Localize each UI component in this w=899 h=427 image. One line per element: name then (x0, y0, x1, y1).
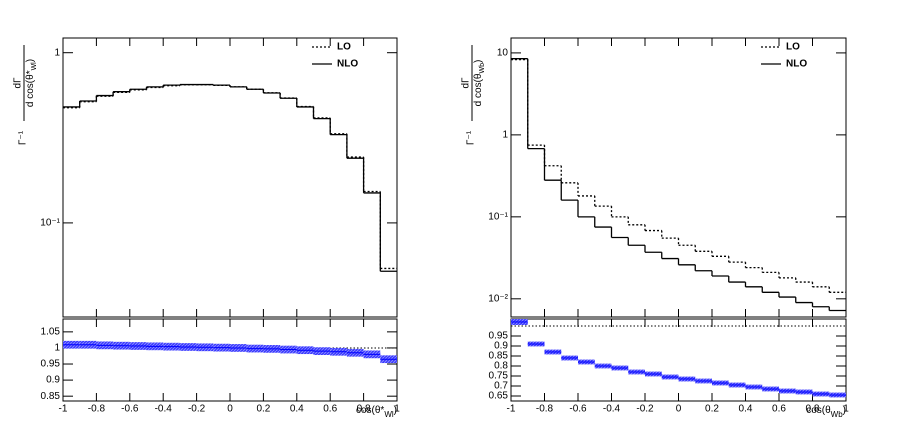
x-tick-label: 0.4 (739, 404, 753, 415)
y-tick-label: 0.9 (494, 341, 508, 352)
x-tick-label: 0.2 (705, 404, 719, 415)
y-tick-label: 0.95 (489, 331, 509, 342)
y-tick-label: 1 (54, 343, 60, 354)
x-axis-label: cos(θ*Wl) (356, 405, 397, 419)
y-tick-label: 0.85 (41, 391, 61, 402)
legend-label: LO (786, 42, 800, 53)
plot-frame (62, 318, 398, 402)
plot-frame (510, 37, 847, 318)
x-tick-label: -0.4 (603, 404, 621, 415)
y-tick-label: 0.7 (494, 381, 508, 392)
x-tick-label: -0.4 (155, 404, 173, 415)
legend-label: NLO (337, 59, 358, 70)
y-tick-label: 0.75 (489, 371, 509, 382)
y-label-part: Γ⁻¹ (466, 130, 477, 145)
y-label-part: dΓ (461, 77, 472, 89)
y-tick-label: 0.65 (489, 391, 509, 402)
x-tick-label: 0 (676, 404, 682, 415)
step-riser (79, 84, 381, 272)
step-riser (527, 58, 830, 311)
y-tick-label: 1 (54, 47, 60, 58)
y-tick-label: 0.9 (46, 375, 60, 386)
x-tick-label: 0.6 (323, 404, 337, 415)
y-tick-label: 0.95 (41, 359, 61, 370)
x-tick-label: 0.8 (357, 404, 371, 415)
x-tick-label: 0.6 (772, 404, 786, 415)
y-label-part: Wl (31, 62, 38, 71)
step-riser (527, 59, 830, 293)
y-label-part: d cos(θ* (25, 70, 36, 107)
x-tick-label: -0.8 (88, 404, 106, 415)
step-riser (79, 84, 381, 269)
y-label-part: d cos(θ*Wl) (25, 59, 38, 107)
x-label-part: ) (843, 405, 846, 416)
y-axis-label: Γ⁻¹ dΓ d cos(θWb) (461, 45, 486, 145)
x-tick-label: -1 (507, 404, 516, 415)
x-label-part: cos(θ (806, 405, 831, 416)
x-tick-label: -0.2 (636, 404, 654, 415)
x-tick-label: 0.8 (806, 404, 820, 415)
y-axis-label: Γ⁻¹ dΓ d cos(θ*Wl) (13, 45, 38, 145)
x-tick-label: 1 (843, 404, 849, 415)
y-label-part: Γ⁻¹ (18, 130, 29, 145)
y-label-part: d cos(θWb) (473, 60, 486, 107)
y-label-part: Wb (479, 63, 486, 74)
x-tick-label: -0.2 (188, 404, 206, 415)
x-label-part: Wb (831, 410, 844, 419)
y-tick-label: 0.8 (494, 361, 508, 372)
y-tick-label: 10⁻² (488, 293, 508, 304)
y-label-part: dΓ (13, 77, 24, 89)
y-tick-label: 0.85 (489, 351, 509, 362)
y-tick-label: 1.05 (41, 327, 61, 338)
x-tick-label: -0.6 (569, 404, 587, 415)
legend-label: NLO (786, 59, 807, 70)
y-label-part: ) (473, 60, 484, 63)
x-axis-label: cos(θWb) (806, 405, 846, 419)
legend-label: LO (337, 42, 351, 53)
y-tick-label: 10⁻¹ (488, 211, 508, 222)
x-tick-label: 0.2 (256, 404, 270, 415)
x-label-part: Wl (384, 410, 394, 419)
y-tick-label: 1 (502, 130, 508, 141)
x-tick-label: -0.6 (121, 404, 139, 415)
x-tick-label: -0.8 (536, 404, 554, 415)
x-tick-label: 0.4 (290, 404, 304, 415)
y-label-part: ) (25, 59, 36, 62)
x-tick-label: -1 (59, 404, 68, 415)
y-tick-label: 10⁻¹ (40, 218, 60, 229)
x-tick-label: 1 (394, 404, 400, 415)
y-label-part: d cos(θ (473, 73, 484, 106)
x-tick-label: 0 (227, 404, 233, 415)
x-label-part: ) (394, 405, 397, 416)
plot-frame (62, 37, 398, 318)
y-tick-label: 10 (497, 48, 509, 59)
x-label-part: cos(θ* (356, 405, 384, 416)
